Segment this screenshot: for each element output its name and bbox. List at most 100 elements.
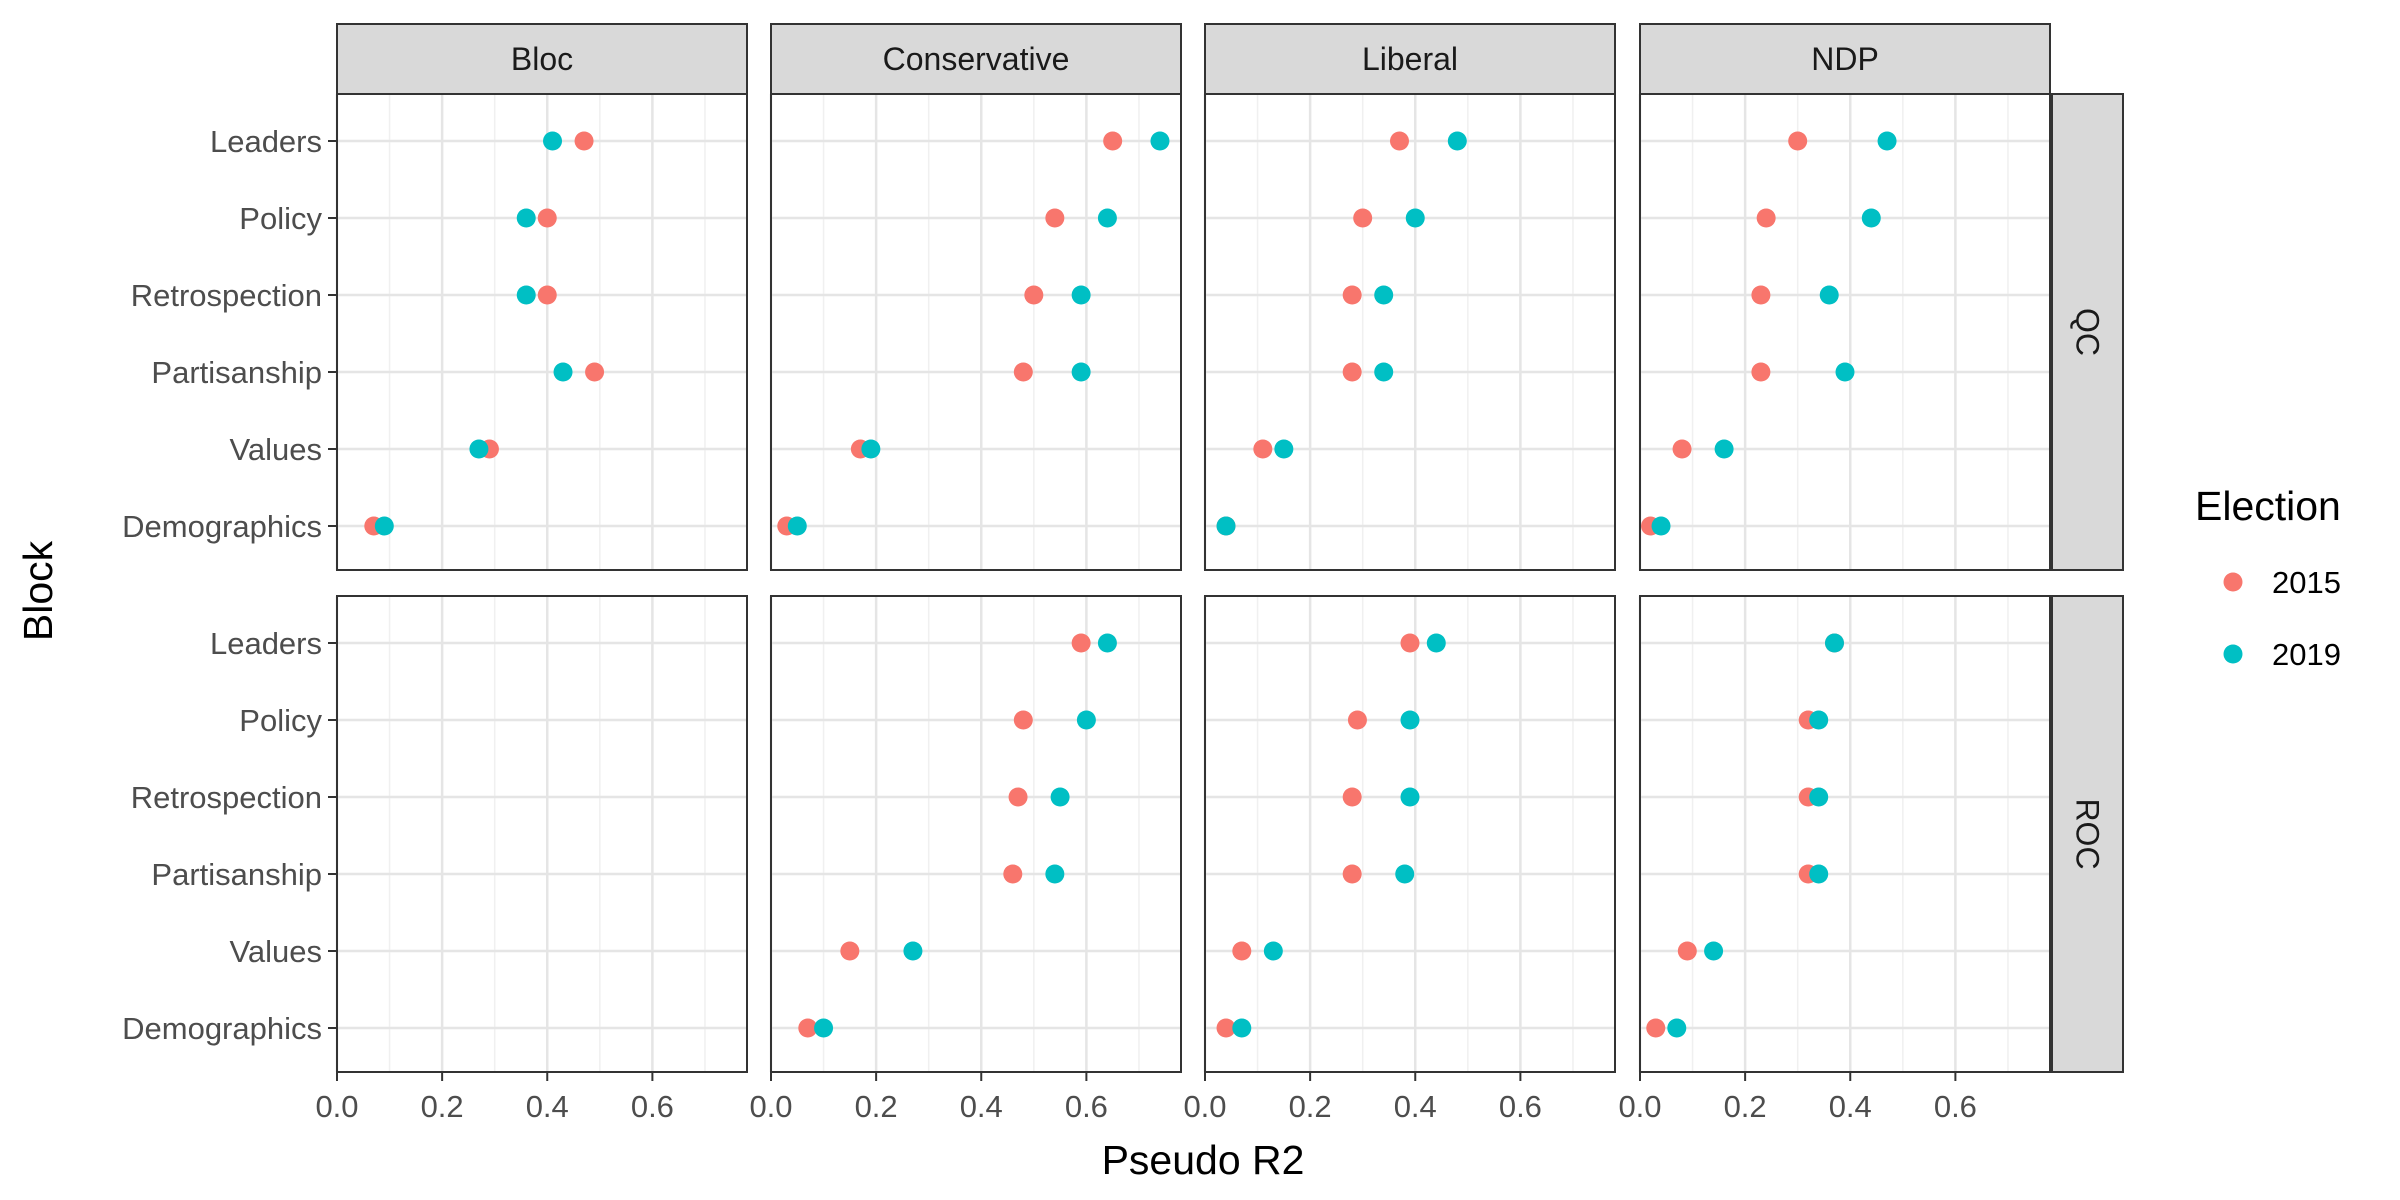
panel-background bbox=[771, 94, 1181, 570]
points-layer bbox=[364, 131, 1897, 1038]
panel-qc-bloc bbox=[335, 93, 748, 571]
point-2019-roc-conservative-policy bbox=[1076, 710, 1096, 730]
legend-label-2019: 2019 bbox=[2272, 637, 2341, 672]
panel-background bbox=[337, 596, 747, 1072]
point-2019-roc-ndp-partisanship bbox=[1809, 864, 1829, 884]
panel-border bbox=[1204, 595, 1616, 1073]
y-tick-label: Policy bbox=[239, 201, 322, 236]
panel-background bbox=[1205, 94, 1615, 570]
point-2019-qc-conservative-policy bbox=[1097, 208, 1117, 228]
point-2019-qc-bloc-retrospection bbox=[516, 285, 536, 305]
point-2015-qc-ndp-partisanship bbox=[1751, 362, 1771, 382]
panel-border bbox=[1639, 93, 2051, 571]
panel-background bbox=[1640, 94, 2050, 570]
x-tick-label: 0.6 bbox=[1499, 1089, 1542, 1124]
point-2019-roc-ndp-leaders bbox=[1824, 633, 1844, 653]
point-2019-qc-bloc-policy bbox=[516, 208, 536, 228]
point-2019-qc-liberal-partisanship bbox=[1374, 362, 1394, 382]
point-2015-qc-liberal-partisanship bbox=[1342, 362, 1362, 382]
legend-label-2015: 2015 bbox=[2272, 565, 2341, 600]
point-2019-qc-ndp-demographics bbox=[1651, 516, 1671, 536]
point-2015-roc-conservative-retrospection bbox=[1008, 787, 1028, 807]
panel-background bbox=[771, 596, 1181, 1072]
x-tick-label: 0.2 bbox=[855, 1089, 898, 1124]
point-2015-qc-liberal-policy bbox=[1353, 208, 1373, 228]
panel-border bbox=[1639, 595, 2051, 1073]
point-2019-roc-liberal-policy bbox=[1400, 710, 1420, 730]
y-tick-label: Values bbox=[230, 934, 323, 969]
point-2019-roc-ndp-demographics bbox=[1667, 1018, 1687, 1038]
column-strip-bg bbox=[1204, 23, 1616, 95]
point-2015-qc-conservative-leaders bbox=[1103, 131, 1123, 151]
legend-key-2019 bbox=[2223, 644, 2243, 664]
panel-background bbox=[1205, 596, 1615, 1072]
x-tick-label: 0.2 bbox=[421, 1089, 464, 1124]
point-2019-qc-bloc-demographics bbox=[374, 516, 394, 536]
point-2015-qc-liberal-values bbox=[1253, 439, 1273, 459]
y-tick-label: Partisanship bbox=[151, 857, 322, 892]
panel-border bbox=[336, 595, 748, 1073]
point-2019-qc-liberal-leaders bbox=[1447, 131, 1467, 151]
y-axis-title: Block bbox=[15, 540, 61, 641]
point-2019-qc-ndp-values bbox=[1714, 439, 1734, 459]
panel-roc-ndp bbox=[1638, 595, 2051, 1073]
row-strip-roc: ROC bbox=[2051, 595, 2124, 1073]
point-2015-qc-conservative-retrospection bbox=[1024, 285, 1044, 305]
panel-background bbox=[337, 94, 747, 570]
legend-title: Election bbox=[2195, 483, 2341, 529]
panel-border bbox=[770, 93, 1182, 571]
column-strip-bloc: Bloc bbox=[336, 23, 748, 95]
point-2015-qc-bloc-retrospection bbox=[537, 285, 557, 305]
point-2015-qc-conservative-partisanship bbox=[1013, 362, 1033, 382]
panels-layer: Bloc Conservative Liberal NDP QC ROC bbox=[335, 23, 2124, 1073]
point-2015-qc-ndp-policy bbox=[1756, 208, 1776, 228]
point-2015-roc-liberal-leaders bbox=[1400, 633, 1420, 653]
panel-qc-liberal bbox=[1203, 93, 1616, 571]
row-strip-bg bbox=[2051, 93, 2124, 571]
column-strip-label: Liberal bbox=[1362, 41, 1458, 77]
point-2019-roc-conservative-demographics bbox=[814, 1018, 834, 1038]
panel-background bbox=[1640, 596, 2050, 1072]
point-2015-qc-bloc-partisanship bbox=[585, 362, 605, 382]
point-2019-qc-ndp-leaders bbox=[1877, 131, 1897, 151]
point-2019-roc-ndp-values bbox=[1704, 941, 1724, 961]
panel-roc-conservative bbox=[769, 595, 1182, 1073]
point-2015-roc-conservative-policy bbox=[1013, 710, 1033, 730]
y-tick-label: Demographics bbox=[122, 1011, 322, 1046]
column-strip-label: Conservative bbox=[883, 41, 1070, 77]
point-2015-roc-conservative-demographics bbox=[798, 1018, 818, 1038]
x-tick-label: 0.2 bbox=[1724, 1089, 1767, 1124]
point-2019-roc-conservative-values bbox=[903, 941, 923, 961]
point-2019-qc-liberal-demographics bbox=[1216, 516, 1236, 536]
point-2019-qc-conservative-demographics bbox=[787, 516, 807, 536]
x-tick-label: 0.0 bbox=[749, 1089, 792, 1124]
point-2015-roc-conservative-values bbox=[840, 941, 860, 961]
point-2019-roc-liberal-partisanship bbox=[1395, 864, 1415, 884]
y-tick-label: Partisanship bbox=[151, 355, 322, 390]
point-2019-qc-bloc-values bbox=[469, 439, 489, 459]
y-tick-label: Leaders bbox=[210, 626, 322, 661]
column-strip-label: Bloc bbox=[511, 41, 573, 77]
point-2015-roc-liberal-partisanship bbox=[1342, 864, 1362, 884]
series-2019 bbox=[374, 131, 1897, 1038]
point-2015-qc-bloc-policy bbox=[537, 208, 557, 228]
row-strip-qc: QC bbox=[2051, 93, 2124, 571]
point-2015-roc-conservative-partisanship bbox=[1003, 864, 1023, 884]
row-strip-label: ROC bbox=[2070, 798, 2106, 869]
point-2015-roc-conservative-leaders bbox=[1071, 633, 1091, 653]
point-2015-qc-bloc-leaders bbox=[574, 131, 594, 151]
point-2019-qc-bloc-partisanship bbox=[553, 362, 573, 382]
point-2015-qc-ndp-values bbox=[1672, 439, 1692, 459]
column-strip-liberal: Liberal bbox=[1204, 23, 1616, 95]
point-2019-roc-conservative-partisanship bbox=[1045, 864, 1065, 884]
point-2019-roc-ndp-retrospection bbox=[1809, 787, 1829, 807]
x-tick-label: 0.6 bbox=[1065, 1089, 1108, 1124]
point-2019-qc-ndp-partisanship bbox=[1835, 362, 1855, 382]
panel-roc-liberal bbox=[1203, 595, 1616, 1073]
panel-roc-bloc bbox=[335, 595, 748, 1073]
column-strip-ndp: NDP bbox=[1639, 23, 2051, 95]
axes-layer: Demographics Values Partisanship Retrospect… bbox=[122, 124, 1977, 1124]
panel-border bbox=[1204, 93, 1616, 571]
y-tick-label: Policy bbox=[239, 703, 322, 738]
